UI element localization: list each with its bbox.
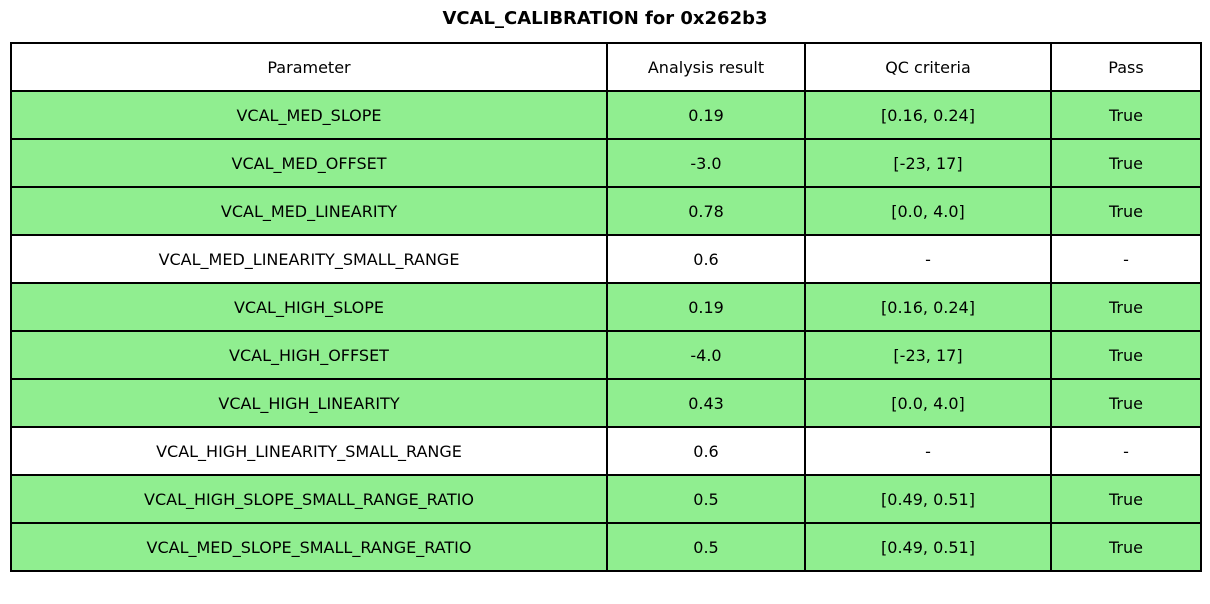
cell-result: 0.19 xyxy=(606,90,806,140)
table-row: VCAL_MED_OFFSET -3.0 [-23, 17] True xyxy=(10,138,1202,188)
cell-result: 0.19 xyxy=(606,282,806,332)
cell-parameter: VCAL_HIGH_SLOPE xyxy=(10,282,608,332)
cell-result: 0.5 xyxy=(606,522,806,572)
cell-parameter: VCAL_MED_SLOPE_SMALL_RANGE_RATIO xyxy=(10,522,608,572)
header-analysis-result: Analysis result xyxy=(606,42,806,92)
header-row: Parameter Analysis result QC criteria Pa… xyxy=(10,42,1202,92)
cell-pass: True xyxy=(1050,330,1202,380)
cell-criteria: [0.0, 4.0] xyxy=(804,186,1052,236)
cell-pass: - xyxy=(1050,234,1202,284)
cell-criteria: - xyxy=(804,234,1052,284)
cell-criteria: [0.16, 0.24] xyxy=(804,282,1052,332)
cell-pass: True xyxy=(1050,522,1202,572)
table-row: VCAL_MED_SLOPE 0.19 [0.16, 0.24] True xyxy=(10,90,1202,140)
table-row: VCAL_HIGH_LINEARITY 0.43 [0.0, 4.0] True xyxy=(10,378,1202,428)
cell-parameter: VCAL_MED_SLOPE xyxy=(10,90,608,140)
cell-parameter: VCAL_HIGH_LINEARITY xyxy=(10,378,608,428)
cell-result: 0.5 xyxy=(606,474,806,524)
header-qc-criteria: QC criteria xyxy=(804,42,1052,92)
cell-parameter: VCAL_HIGH_OFFSET xyxy=(10,330,608,380)
cell-result: 0.78 xyxy=(606,186,806,236)
table-row: VCAL_HIGH_OFFSET -4.0 [-23, 17] True xyxy=(10,330,1202,380)
table-row: VCAL_MED_LINEARITY_SMALL_RANGE 0.6- - xyxy=(10,234,1202,284)
cell-result: -4.0 xyxy=(606,330,806,380)
cell-criteria: [0.49, 0.51] xyxy=(804,474,1052,524)
cell-parameter: VCAL_MED_OFFSET xyxy=(10,138,608,188)
header-pass: Pass xyxy=(1050,42,1202,92)
cell-criteria: [-23, 17] xyxy=(804,330,1052,380)
table-row: VCAL_MED_SLOPE_SMALL_RANGE_RATIO 0.5 [0.49… xyxy=(10,522,1202,572)
cell-parameter: VCAL_MED_LINEARITY xyxy=(10,186,608,236)
cell-parameter: VCAL_MED_LINEARITY_SMALL_RANGE xyxy=(10,234,608,284)
table-body: VCAL_MED_SLOPE 0.19 [0.16, 0.24] True VCAL_M… xyxy=(10,90,1202,572)
table-row: VCAL_HIGH_LINEARITY_SMALL_RANGE 0.6- - xyxy=(10,426,1202,476)
cell-parameter: VCAL_HIGH_SLOPE_SMALL_RANGE_RATIO xyxy=(10,474,608,524)
qc-table: Parameter Analysis result QC criteria Pa… xyxy=(10,42,1202,572)
cell-criteria: [0.49, 0.51] xyxy=(804,522,1052,572)
table-row: VCAL_HIGH_SLOPE_SMALL_RANGE_RATIO 0.5 [0.4… xyxy=(10,474,1202,524)
cell-criteria: - xyxy=(804,426,1052,476)
cell-pass: True xyxy=(1050,474,1202,524)
cell-pass: True xyxy=(1050,282,1202,332)
cell-result: 0.6 xyxy=(606,234,806,284)
cell-criteria: [-23, 17] xyxy=(804,138,1052,188)
cell-parameter: VCAL_HIGH_LINEARITY_SMALL_RANGE xyxy=(10,426,608,476)
table-row: VCAL_MED_LINEARITY 0.78 [0.0, 4.0] True xyxy=(10,186,1202,236)
cell-result: 0.43 xyxy=(606,378,806,428)
cell-result: 0.6 xyxy=(606,426,806,476)
figure-title: VCAL_CALIBRATION for 0x262b3 xyxy=(442,8,768,29)
cell-pass: True xyxy=(1050,378,1202,428)
cell-pass: True xyxy=(1050,138,1202,188)
cell-pass: True xyxy=(1050,90,1202,140)
table-row: VCAL_HIGH_SLOPE 0.19 [0.16, 0.24] True xyxy=(10,282,1202,332)
cell-criteria: [0.0, 4.0] xyxy=(804,378,1052,428)
cell-pass: True xyxy=(1050,186,1202,236)
header-parameter: Parameter xyxy=(10,42,608,92)
cell-pass: - xyxy=(1050,426,1202,476)
cell-criteria: [0.16, 0.24] xyxy=(804,90,1052,140)
cell-result: -3.0 xyxy=(606,138,806,188)
